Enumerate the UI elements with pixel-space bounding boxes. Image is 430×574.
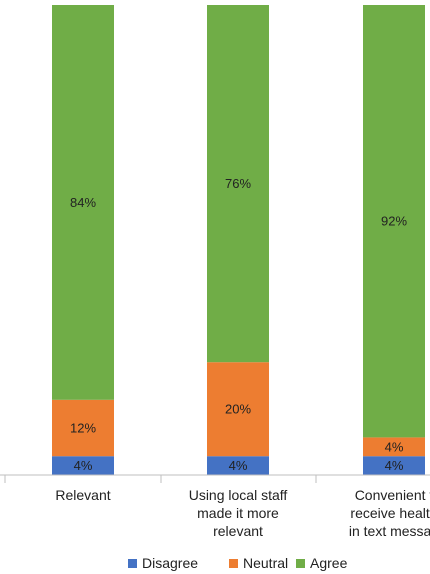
bar-segment-disagree-1 — [207, 456, 269, 475]
bar-segment-disagree-2 — [363, 456, 425, 475]
data-label-agree-0: 84% — [70, 195, 96, 210]
bar-segment-agree-1 — [207, 5, 269, 363]
data-label-neutral-1: 20% — [225, 402, 251, 417]
bar-segment-neutral-0 — [52, 399, 114, 457]
bar-segment-agree-2 — [363, 5, 425, 438]
data-label-disagree-1: 4% — [229, 458, 248, 473]
legend-label-agree: Agree — [310, 555, 348, 571]
bar-segment-neutral-2 — [363, 437, 425, 457]
data-label-agree-2: 92% — [381, 214, 407, 229]
data-label-neutral-0: 12% — [70, 421, 96, 436]
data-label-disagree-0: 4% — [74, 458, 93, 473]
data-label-disagree-2: 4% — [385, 458, 404, 473]
legend-swatch-disagree — [128, 559, 137, 568]
bar-segment-neutral-1 — [207, 362, 269, 457]
data-label-neutral-2: 4% — [385, 439, 404, 454]
bars-group: 4% 12% 84% 4% 20% 76% 4% 4% 92% — [52, 5, 425, 475]
legend: Disagree Neutral Agree — [128, 555, 348, 571]
bar-segment-disagree-0 — [52, 456, 114, 475]
x-axis — [0, 474, 430, 483]
legend-label-disagree: Disagree — [142, 555, 198, 571]
legend-swatch-agree — [296, 559, 305, 568]
x-tick-label-1: Using local staff made it more relevant — [189, 487, 288, 539]
legend-label-neutral: Neutral — [243, 555, 288, 571]
legend-swatch-neutral — [229, 559, 238, 568]
bar-segment-agree-0 — [52, 5, 114, 400]
x-tick-label-0: Relevant — [55, 487, 110, 503]
data-label-agree-1: 76% — [225, 176, 251, 191]
x-tick-labels: Relevant Using local staff made it more rel… — [55, 487, 430, 539]
